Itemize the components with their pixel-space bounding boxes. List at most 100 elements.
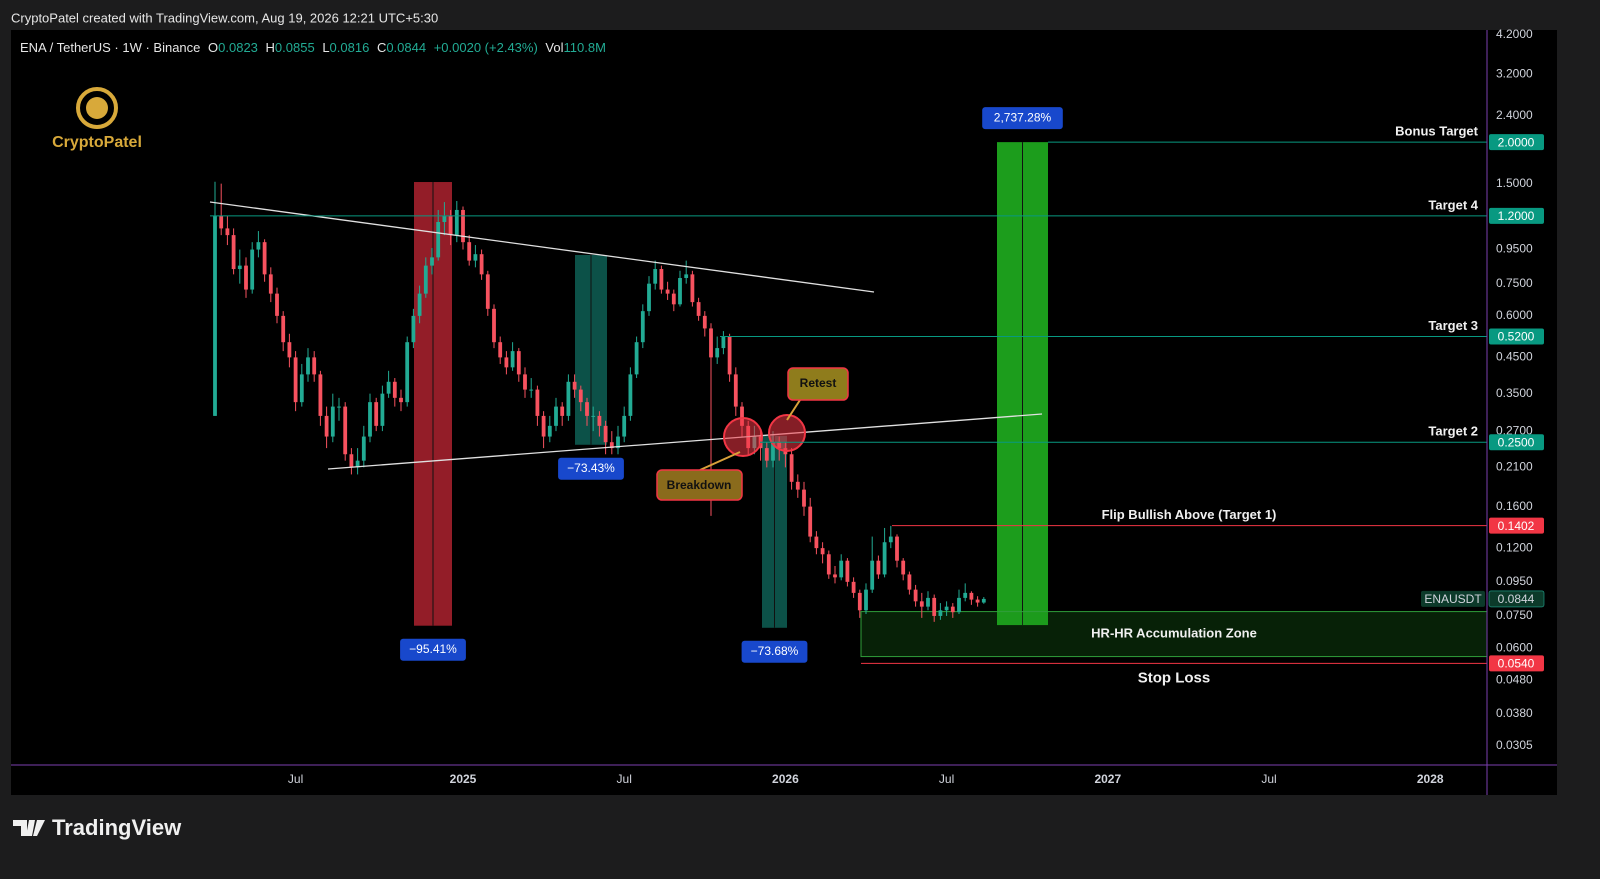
price-tag: 1.2000 [1498, 209, 1535, 223]
candle-body [516, 351, 521, 375]
candle-body [578, 389, 583, 403]
price-tag-box [1489, 517, 1544, 534]
symbol: ENA / TetherUS · 1W · Binance [20, 40, 200, 55]
x-tick-label: 2027 [1094, 772, 1121, 786]
y-tick-label: 0.9500 [1496, 242, 1533, 256]
callout-connector [699, 451, 741, 471]
x-tick-label: 2025 [450, 772, 477, 786]
candle-body [256, 242, 261, 250]
price-lines: −95.41% −73.43% −73.68% 2,737.28% HR-HR Accu… [210, 107, 1487, 686]
candle-body [802, 489, 806, 507]
candle-body [715, 348, 720, 358]
marker-circle [723, 417, 763, 457]
candle-body [405, 342, 410, 403]
candle-body [888, 536, 893, 543]
candle-body [374, 402, 379, 426]
candle-body [213, 215, 217, 416]
candle-body [789, 454, 794, 482]
price-tag: 0.0540 [1498, 657, 1535, 671]
candle-body [349, 454, 354, 468]
price-tag: 0.5200 [1498, 330, 1535, 344]
price-line-label: Target 2 [1428, 424, 1478, 439]
candle-body [572, 381, 577, 390]
y-tick-label: 0.1600 [1496, 499, 1533, 513]
candle-body [640, 311, 645, 343]
candle-body [330, 406, 335, 437]
measure-label-box [558, 457, 624, 480]
y-tick-label: 0.0480 [1496, 673, 1533, 687]
candle-body [244, 265, 248, 290]
candle-body [932, 597, 937, 616]
x-tick-label: Jul [617, 772, 632, 786]
legend-label: L [322, 40, 329, 55]
candle-body [337, 406, 341, 408]
candle-body [237, 265, 242, 270]
candle-body [448, 215, 453, 236]
candle-body [250, 249, 255, 290]
measure-label: −73.68% [751, 644, 799, 658]
y-tick-label: 1.5000 [1496, 176, 1533, 190]
y-tick-label: 0.0600 [1496, 640, 1533, 654]
candle-body [795, 481, 800, 490]
x-tick-label: 2028 [1417, 772, 1444, 786]
y-tick-label: 0.6000 [1496, 308, 1533, 322]
y-tick-label: 0.0750 [1496, 608, 1533, 622]
candle-body [851, 581, 856, 593]
candle-body [473, 254, 478, 261]
price-line-label: Flip Bullish Above (Target 1) [1102, 507, 1277, 522]
candle-body [392, 381, 397, 398]
price-tag-box [1489, 207, 1544, 224]
candle-body [616, 436, 620, 449]
brand-text: TradingView [52, 815, 182, 840]
candle-body [380, 393, 385, 426]
candle-body [628, 374, 633, 416]
legend-value: 0.0844 [386, 40, 426, 55]
candle-body [653, 269, 658, 284]
drawings: Breakdown Retest [209, 201, 1043, 501]
symbol-tag-box [1421, 590, 1485, 607]
legend-label: C [377, 40, 386, 55]
legend-label: H [266, 40, 275, 55]
price-tag: 0.1402 [1498, 519, 1535, 533]
x-tick-label: Jul [1261, 772, 1276, 786]
callout-connector [786, 399, 801, 421]
candle-body [417, 293, 422, 316]
y-tick-label: 0.3500 [1496, 386, 1533, 400]
legend-value: 0.0823 [218, 40, 258, 55]
candle-body [275, 293, 279, 316]
price-tag-box [1489, 434, 1544, 451]
candle-body [547, 425, 552, 437]
candle-body [944, 606, 949, 611]
candle-body [609, 442, 614, 449]
measure-label: 2,737.28% [994, 110, 1052, 124]
candle-body [690, 274, 695, 303]
y-tick-label: 0.4500 [1496, 350, 1533, 364]
candle-body [262, 242, 267, 275]
symbol-tag: ENAUSDT [1424, 592, 1482, 606]
watermark-top: CryptoPatel created with TradingView.com… [11, 10, 438, 25]
candle-body [771, 442, 775, 461]
last-price-box [1488, 590, 1545, 608]
candle-body [950, 606, 955, 613]
y-tick-label: 0.0380 [1496, 706, 1533, 720]
legend: ENA / TetherUS · 1W · Binance O0.0823 H0… [20, 40, 606, 55]
marker-circle [768, 414, 806, 452]
price-line-label: Target 4 [1428, 197, 1478, 212]
candle-body [566, 381, 571, 416]
candle-body [839, 560, 844, 578]
candle-body [355, 460, 360, 468]
candle-body [268, 274, 273, 294]
measure-label-box [400, 638, 466, 661]
candle-body [225, 228, 230, 236]
measure-label-box [982, 107, 1063, 130]
y-tick-label: 3.2000 [1496, 66, 1533, 80]
candle-body [659, 269, 664, 290]
legend-value: 110.8M [564, 40, 606, 55]
candle-body [399, 397, 403, 403]
candle-body [467, 242, 472, 261]
callout-text: Retest [800, 376, 837, 390]
candle-body [833, 574, 837, 578]
candle-body [560, 406, 565, 416]
legend-change: +0.0020 (+2.43%) [434, 40, 538, 55]
